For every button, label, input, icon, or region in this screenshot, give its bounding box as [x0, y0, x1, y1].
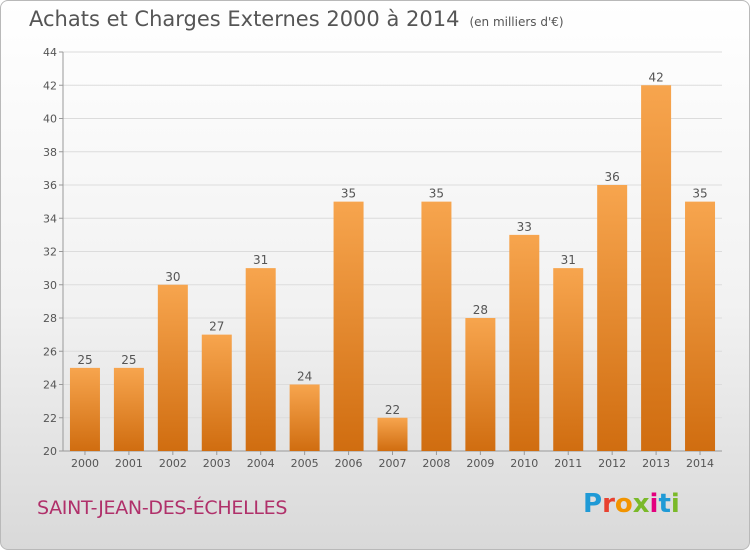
y-tick-label: 24 [43, 379, 57, 392]
logo-letter: r [602, 489, 615, 519]
logo-letter: i [649, 489, 659, 519]
bar-value-label: 36 [605, 170, 620, 184]
labels: 20 22 24 26 28 30 32 34 36 38 40 42 44 25 2000 25 2001 30… [43, 46, 714, 470]
bar-value-label: 35 [692, 187, 707, 201]
y-tick-label: 36 [43, 179, 57, 192]
logo-letter: o [614, 489, 633, 519]
bar-2011 [553, 268, 584, 451]
x-tick-label: 2014 [686, 457, 714, 470]
bar-2003 [201, 334, 232, 451]
bar-value-label: 22 [385, 403, 400, 417]
bar-2000 [69, 367, 100, 451]
y-tick-label: 30 [43, 279, 57, 292]
bar-value-label: 42 [648, 70, 663, 84]
x-tick-label: 2008 [422, 457, 450, 470]
bar-2002 [157, 284, 188, 451]
bar-value-label: 30 [165, 270, 180, 284]
bar-2006 [333, 201, 364, 451]
bar-2005 [289, 384, 320, 451]
bar-2012 [597, 185, 628, 451]
x-tick-label: 2006 [335, 457, 363, 470]
x-tick-label: 2010 [510, 457, 538, 470]
logo-letter: i [670, 489, 680, 519]
x-tick-label: 2007 [379, 457, 407, 470]
x-tick-label: 2000 [71, 457, 99, 470]
x-tick-label: 2003 [203, 457, 231, 470]
x-tick-label: 2013 [642, 457, 670, 470]
bar-2001 [113, 367, 144, 451]
x-tick-label: 2005 [291, 457, 319, 470]
x-tick-label: 2002 [159, 457, 187, 470]
y-tick-label: 38 [43, 146, 57, 159]
bar-value-label: 31 [253, 253, 268, 267]
y-tick-label: 34 [43, 212, 57, 225]
logo-letter: t [658, 489, 671, 519]
bar-value-label: 25 [77, 353, 92, 367]
bar-value-label: 33 [517, 220, 532, 234]
y-tick-label: 44 [43, 46, 57, 59]
bar-2010 [509, 234, 540, 451]
y-tick-label: 32 [43, 246, 57, 259]
chart-title: Achats et Charges Externes 2000 à 2014 (e… [29, 7, 564, 31]
x-tick-label: 2001 [115, 457, 143, 470]
logo-letter: x [632, 489, 650, 519]
y-tick-label: 42 [43, 79, 57, 92]
bar-2008 [421, 201, 452, 451]
y-tick-label: 28 [43, 312, 57, 325]
bar-2007 [377, 417, 408, 451]
x-tick-label: 2012 [598, 457, 626, 470]
y-tick-label: 22 [43, 412, 57, 425]
commune-name: SAINT-JEAN-DES-ÉCHELLES [37, 497, 288, 519]
bar-2014 [685, 201, 716, 451]
chart-subtitle: (en milliers d'€) [469, 15, 564, 29]
bar-value-label: 28 [473, 303, 488, 317]
x-tick-label: 2009 [466, 457, 494, 470]
bar-2013 [641, 85, 672, 451]
chart-title-text: Achats et Charges Externes 2000 à 2014 [29, 7, 460, 31]
proxiti-logo: Proxiti [583, 489, 680, 519]
y-tick-label: 40 [43, 113, 57, 126]
bars [69, 85, 716, 451]
bar-value-label: 35 [429, 187, 444, 201]
bar-value-label: 27 [209, 320, 224, 334]
logo-letter: P [583, 489, 603, 519]
y-tick-label: 26 [43, 345, 57, 358]
x-tick-label: 2011 [554, 457, 582, 470]
bar-2009 [465, 318, 496, 451]
bar-value-label: 24 [297, 370, 312, 384]
y-tick-label: 20 [43, 445, 57, 458]
bar-value-label: 31 [561, 253, 576, 267]
bar-value-label: 25 [121, 353, 136, 367]
x-tick-label: 2004 [247, 457, 275, 470]
bar-2004 [245, 268, 276, 451]
bar-value-label: 35 [341, 187, 356, 201]
